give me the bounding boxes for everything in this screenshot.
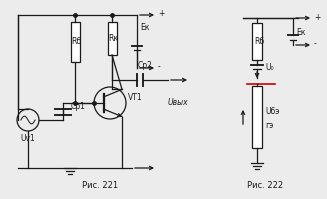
Text: Ср2: Ср2 bbox=[138, 61, 152, 70]
Text: Rб: Rб bbox=[71, 37, 81, 47]
Text: Rб: Rб bbox=[254, 37, 264, 46]
Text: U₀: U₀ bbox=[265, 62, 274, 71]
Text: -: - bbox=[158, 62, 161, 71]
FancyBboxPatch shape bbox=[71, 22, 79, 62]
Text: -: - bbox=[314, 39, 317, 49]
Text: +: + bbox=[158, 10, 164, 19]
Text: Ср1: Ср1 bbox=[71, 102, 86, 111]
FancyBboxPatch shape bbox=[108, 22, 116, 55]
Text: Uv1: Uv1 bbox=[21, 134, 35, 143]
Text: +: + bbox=[314, 13, 320, 21]
Text: Uбэ: Uбэ bbox=[265, 107, 279, 116]
Text: VT1: VT1 bbox=[128, 94, 143, 102]
FancyBboxPatch shape bbox=[252, 86, 262, 148]
FancyBboxPatch shape bbox=[252, 23, 262, 60]
Text: Рис. 221: Рис. 221 bbox=[82, 181, 118, 190]
Text: Ек: Ек bbox=[296, 28, 306, 37]
Text: Rк: Rк bbox=[108, 34, 118, 43]
Text: Рис. 222: Рис. 222 bbox=[247, 181, 283, 190]
Text: Ек: Ек bbox=[140, 23, 150, 32]
Text: Uвых: Uвых bbox=[168, 98, 188, 107]
Text: гэ: гэ bbox=[265, 121, 273, 130]
